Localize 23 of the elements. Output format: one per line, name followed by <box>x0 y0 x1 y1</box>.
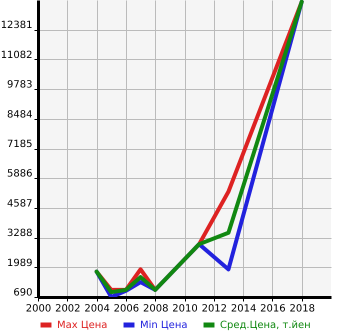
legend-label: Сред.Цена, т.йен <box>220 320 311 331</box>
x-tick-label: 2002 <box>55 304 81 314</box>
x-tick-label: 2000 <box>26 304 52 314</box>
x-tick-label: 2010 <box>172 304 198 314</box>
x-tick-label: 2006 <box>114 304 140 314</box>
y-tick-label: 5886 <box>7 168 32 180</box>
legend-label: Min Цена <box>140 320 188 331</box>
legend-label: Max Цена <box>57 320 108 331</box>
y-tick-label: 1989 <box>7 258 32 269</box>
y-tick-label: 3288 <box>7 228 32 240</box>
x-tick-label: 2004 <box>84 304 110 314</box>
x-tick-label: 2008 <box>142 304 168 314</box>
x-tick-label: 2012 <box>202 304 228 314</box>
y-tick-label: 12381 <box>0 20 32 32</box>
y-tick-label: 11082 <box>0 50 32 61</box>
x-tick-label: 2016 <box>260 304 286 314</box>
x-tick-label: 2014 <box>230 304 256 314</box>
y-tick-label: 8484 <box>7 109 32 120</box>
y-tick-label: 4587 <box>7 198 32 210</box>
y-tick-label: 690 <box>13 288 32 298</box>
x-tick-label: 2018 <box>289 304 315 314</box>
y-tick-label: 9783 <box>7 80 32 91</box>
y-tick-label: 7185 <box>7 139 32 150</box>
